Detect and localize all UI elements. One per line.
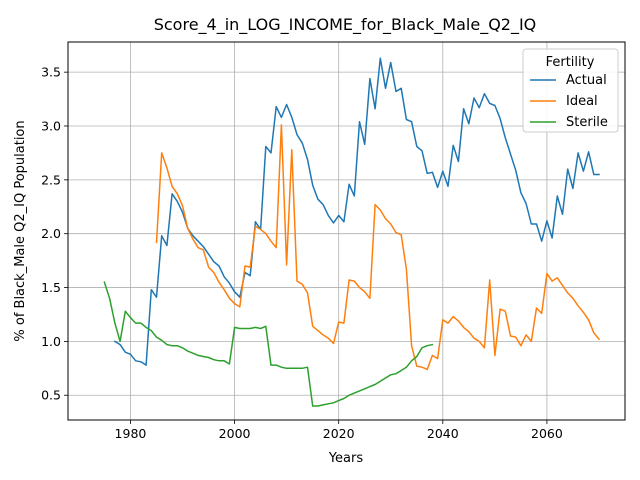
y-tick-label: 0.5 bbox=[41, 388, 61, 403]
x-tick-label: 1980 bbox=[115, 426, 147, 441]
y-tick-label: 2.0 bbox=[41, 226, 61, 241]
y-tick-label: 3.0 bbox=[41, 119, 61, 134]
x-tick-label: 2000 bbox=[219, 426, 251, 441]
legend-box bbox=[522, 48, 619, 133]
legend-label-sterile: Sterile bbox=[566, 115, 608, 130]
axis-ticks: 1980 2000 2020 2040 2060 0.5 1.0 1.5 2.0 2.5 3.0 3.… bbox=[41, 65, 563, 441]
legend-title: Fertility bbox=[546, 55, 595, 70]
x-tick-label: 2060 bbox=[531, 426, 563, 441]
y-tick-label: 1.0 bbox=[41, 334, 61, 349]
series-line-sterile bbox=[103, 281, 434, 407]
series-line-ideal bbox=[155, 124, 601, 371]
y-tick-label: 3.5 bbox=[41, 65, 61, 80]
legend-label-ideal: Ideal bbox=[566, 94, 598, 109]
legend-label-actual: Actual bbox=[566, 73, 607, 88]
y-tick-label: 1.5 bbox=[41, 280, 61, 295]
series-lines bbox=[103, 57, 601, 407]
x-tick-label: 2020 bbox=[323, 426, 355, 441]
y-axis-label: % of Black_Male Q2_IQ Population bbox=[13, 120, 28, 341]
series-line-actual bbox=[113, 57, 600, 366]
chart-title: Score_4_in_LOG_INCOME_for_Black_Male_Q2_… bbox=[154, 15, 537, 35]
plot-frame bbox=[67, 41, 626, 421]
y-tick-label: 2.5 bbox=[41, 172, 61, 187]
legend: Fertility Actual Ideal Sterile bbox=[522, 48, 619, 133]
legend-entries: Actual Ideal Sterile bbox=[530, 73, 608, 130]
x-tick-label: 2040 bbox=[427, 426, 459, 441]
x-axis-label: Years bbox=[328, 451, 364, 466]
